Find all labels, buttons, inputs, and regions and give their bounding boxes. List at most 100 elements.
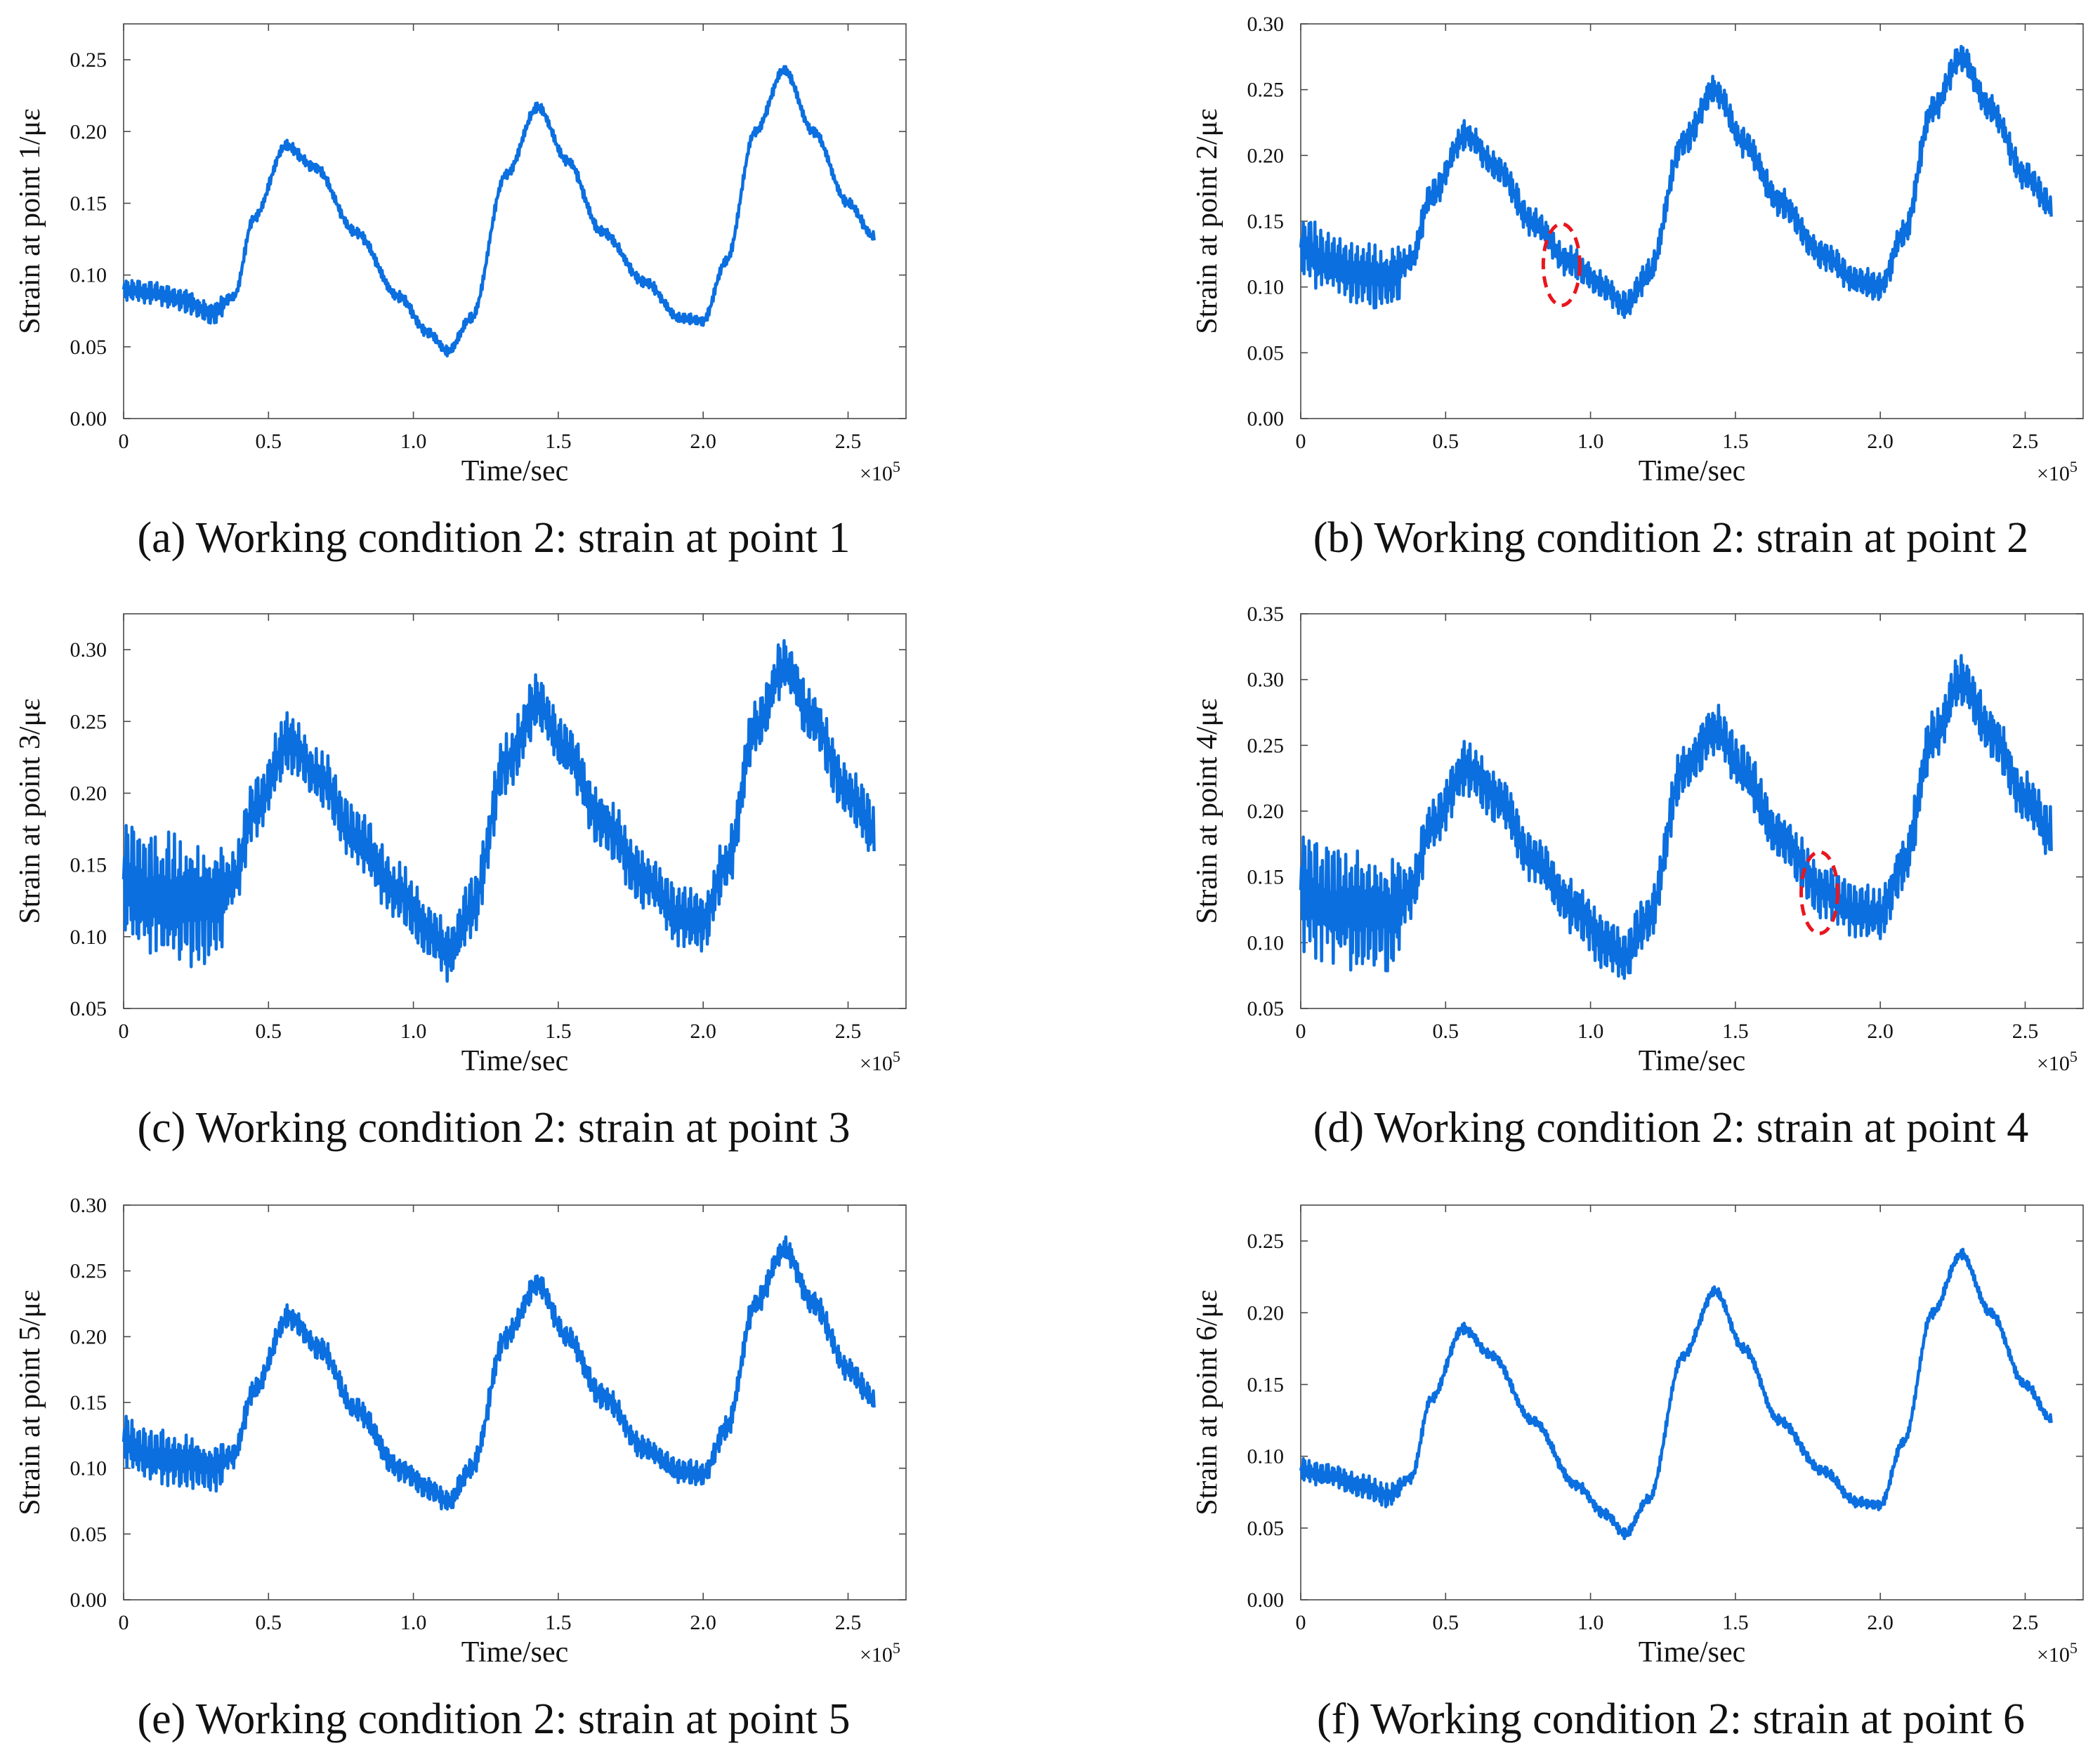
y-tick-label: 0.00	[70, 407, 107, 430]
x-axis-multiplier: ×105	[860, 1048, 900, 1075]
x-tick-label: 2.0	[1867, 1020, 1894, 1043]
y-tick-label: 0.25	[1247, 1230, 1285, 1253]
x-tick-label: 0.5	[1433, 1611, 1459, 1634]
y-tick-label: 0.05	[70, 997, 107, 1020]
y-tick-label: 0.25	[70, 710, 107, 733]
y-tick-label: 0.15	[70, 854, 107, 877]
y-tick-label: 0.05	[1247, 1517, 1285, 1540]
x-tick-label: 2.5	[835, 1611, 862, 1634]
plot-area	[123, 23, 907, 419]
y-tick-label: 0.30	[70, 1194, 107, 1217]
y-tick-label: 0.30	[1247, 669, 1285, 692]
y-axis-label: Strain at point 2/με	[1191, 108, 1223, 334]
y-tick-label: 0.10	[1247, 1445, 1285, 1468]
y-tick-label: 0.30	[1247, 13, 1285, 36]
x-tick-label: 1.0	[1577, 1020, 1604, 1043]
y-tick-label: 0.15	[1247, 210, 1285, 233]
x-axis-label: Time/sec	[1639, 455, 1745, 487]
x-tick-label: 0	[1296, 1611, 1306, 1634]
x-tick-label: 1.5	[1722, 1020, 1749, 1043]
panel-caption: (d) Working condition 2: strain at point…	[1313, 1104, 2028, 1152]
y-tick-label: 0.25	[70, 48, 107, 72]
y-tick-label: 0.15	[70, 192, 107, 215]
chart-panel-c: 0 0.5 1.0 1.5 2.0 2.5 0.05 0.10 0.15 0.20 0.25 0.30…	[14, 613, 907, 1152]
y-tick-label: 0.25	[1247, 734, 1285, 757]
y-tick-label: 0.10	[70, 264, 107, 287]
x-tick-label: 0	[1296, 430, 1306, 453]
x-tick-label: 2.0	[690, 1020, 716, 1043]
x-axis-multiplier: ×105	[2037, 1639, 2078, 1667]
y-tick-label: 0.25	[70, 1260, 107, 1283]
x-tick-label: 0	[119, 1611, 129, 1634]
y-tick-label: 0.05	[1247, 341, 1285, 364]
x-axis-label: Time/sec	[461, 455, 568, 487]
series-line	[1299, 654, 2053, 980]
plot-area	[123, 1204, 907, 1600]
series-line	[122, 65, 876, 358]
x-tick-label: 0.5	[256, 1020, 282, 1043]
x-tick-label: 0.5	[1433, 430, 1459, 453]
plot-area	[1300, 23, 2084, 419]
y-tick-label: 0.00	[1247, 407, 1285, 430]
x-tick-label: 2.5	[835, 430, 862, 453]
panel-caption: (e) Working condition 2: strain at point…	[138, 1695, 851, 1743]
y-tick-label: 0.20	[1247, 800, 1285, 823]
series-line	[1299, 1247, 2053, 1541]
x-axis-label: Time/sec	[461, 1636, 568, 1669]
y-tick-label: 0.05	[1247, 997, 1285, 1020]
chart-panel-e: 0 0.5 1.0 1.5 2.0 2.5 0.00 0.05 0.10 0.15 0.20 0.25…	[14, 1194, 907, 1743]
panel-caption: (a) Working condition 2: strain at point…	[138, 514, 851, 562]
y-axis-label: Strain at point 4/με	[1191, 698, 1223, 923]
highlight-marker	[1541, 222, 1582, 308]
x-axis-multiplier-exponent: 5	[893, 458, 900, 475]
x-tick-label: 1.0	[1577, 430, 1604, 453]
x-tick-label: 1.5	[545, 1020, 572, 1043]
y-tick-label: 0.15	[70, 1391, 107, 1414]
y-tick-label: 0.15	[1247, 866, 1285, 889]
y-tick-label: 0.20	[70, 1325, 107, 1348]
x-tick-label: 1.0	[400, 430, 427, 453]
panel-caption: (c) Working condition 2: strain at point…	[138, 1104, 851, 1152]
x-tick-label: 0.5	[256, 430, 282, 453]
x-axis-label: Time/sec	[1639, 1636, 1745, 1669]
y-tick-label: 0.20	[70, 120, 107, 143]
x-tick-label: 0.5	[256, 1611, 282, 1634]
x-axis-multiplier: ×105	[2037, 458, 2078, 485]
x-tick-label: 1.0	[400, 1020, 427, 1043]
y-tick-label: 0.15	[1247, 1373, 1285, 1396]
y-tick-label: 0.10	[1247, 931, 1285, 954]
x-axis-label: Time/sec	[1639, 1045, 1745, 1077]
y-tick-label: 0.00	[70, 1589, 107, 1612]
x-axis-multiplier-exponent: 5	[2070, 1048, 2078, 1065]
x-tick-label: 0.5	[1433, 1020, 1459, 1043]
y-axis-label: Strain at point 3/με	[14, 698, 46, 923]
series-line	[1299, 44, 2053, 320]
x-axis-multiplier-exponent: 5	[2070, 458, 2078, 475]
chart-panel-a: 0 0.5 1.0 1.5 2.0 2.5 0.00 0.05 0.10 0.15 0.20 0.25…	[14, 23, 907, 562]
y-tick-label: 0.20	[1247, 1301, 1285, 1325]
y-tick-label: 0.20	[70, 782, 107, 805]
chart-panel-d: 0 0.5 1.0 1.5 2.0 2.5 0.05 0.10 0.15 0.20 0.25 0.30…	[1191, 603, 2084, 1152]
x-axis-multiplier: ×105	[2037, 1048, 2078, 1075]
y-tick-label: 0.25	[1247, 79, 1285, 102]
chart-panel-b: 0 0.5 1.0 1.5 2.0 2.5 0.00 0.05 0.10 0.15 0.20 0.25…	[1191, 13, 2084, 562]
x-tick-label: 0	[119, 430, 129, 453]
x-tick-label: 0	[1296, 1020, 1306, 1043]
x-tick-label: 2.0	[1867, 1611, 1894, 1634]
x-tick-label: 2.5	[2012, 1020, 2039, 1043]
x-tick-label: 1.0	[1577, 1611, 1604, 1634]
highlight-marker	[1799, 850, 1840, 935]
y-tick-label: 0.20	[1247, 144, 1285, 167]
y-tick-label: 0.05	[70, 1523, 107, 1546]
x-axis-multiplier: ×105	[860, 1639, 900, 1667]
panel-caption: (b) Working condition 2: strain at point…	[1313, 514, 2028, 562]
y-tick-label: 0.35	[1247, 603, 1285, 626]
y-tick-label: 0.30	[70, 638, 107, 662]
y-tick-label: 0.10	[70, 926, 107, 949]
y-axis-label: Strain at point 1/με	[14, 108, 46, 334]
x-tick-label: 1.5	[545, 430, 572, 453]
y-axis-label: Strain at point 6/με	[1191, 1289, 1223, 1515]
x-axis-multiplier-exponent: 5	[2070, 1639, 2078, 1657]
series-line	[122, 1235, 876, 1511]
